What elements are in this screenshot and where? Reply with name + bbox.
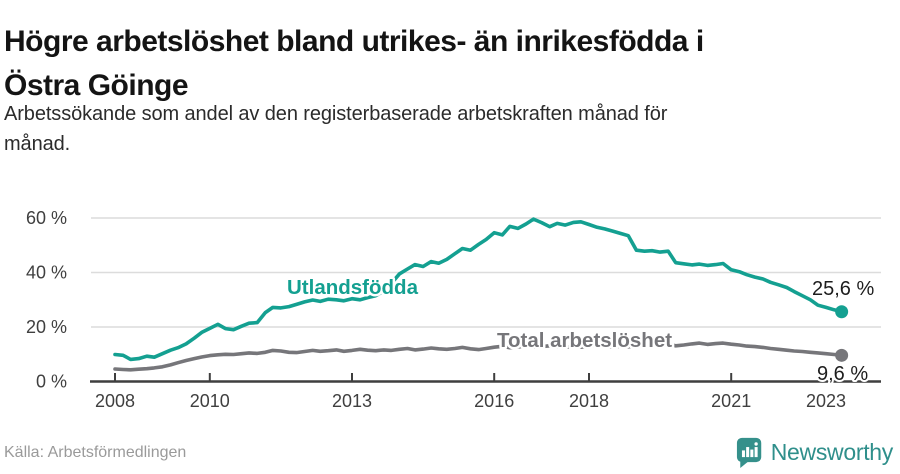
series-label: Utlandsfödda bbox=[287, 276, 419, 299]
y-tick-label: 20 % bbox=[26, 317, 67, 337]
newsworthy-logo[interactable]: Newsworthy bbox=[735, 437, 893, 468]
y-tick-label: 40 % bbox=[26, 263, 67, 283]
series-label: Total arbetslöshet bbox=[497, 329, 672, 352]
x-tick-label: 2008 bbox=[95, 391, 135, 411]
y-tick-label: 0 % bbox=[36, 372, 67, 392]
series-end-dot bbox=[835, 305, 849, 319]
x-tick-label: 2010 bbox=[190, 391, 230, 411]
x-tick-label: 2013 bbox=[332, 391, 372, 411]
x-tick-label: 2023 bbox=[806, 391, 846, 411]
x-tick-label: 2021 bbox=[711, 391, 751, 411]
bar-chart-speech-bubble-icon bbox=[736, 437, 761, 468]
y-tick-label: 60 % bbox=[26, 208, 67, 228]
series-line-utlandsfodda bbox=[113, 217, 844, 362]
chart-subtitle-line2: månad. bbox=[4, 133, 71, 155]
chart-title-line1: Högre arbetslöshet bland utrikes- än inr… bbox=[4, 25, 704, 59]
x-tick-label: 2016 bbox=[474, 391, 514, 411]
chart-title: Högre arbetslöshet bland utrikes- än inr… bbox=[4, 20, 894, 108]
unemployment-line-chart: 2008 2010 2013 2016 2018 2021 2023 0 % 20 % 40 % 6… bbox=[26, 208, 881, 411]
chart-subtitle: Arbetssökande som andel av den registerb… bbox=[4, 99, 864, 159]
chart-title-line2: Östra Göinge bbox=[4, 69, 189, 103]
end-value-label: 9,6 % bbox=[817, 363, 868, 385]
x-tick-label: 2018 bbox=[569, 391, 609, 411]
brand-name: Newsworthy bbox=[770, 439, 894, 465]
end-value-label: 25,6 % bbox=[812, 278, 874, 300]
chart-subtitle-line1: Arbetssökande som andel av den registerb… bbox=[4, 103, 668, 125]
series-line-total bbox=[113, 341, 844, 372]
series-end-dot bbox=[835, 348, 849, 362]
source-note: Källa: Arbetsförmedlingen bbox=[4, 444, 187, 461]
